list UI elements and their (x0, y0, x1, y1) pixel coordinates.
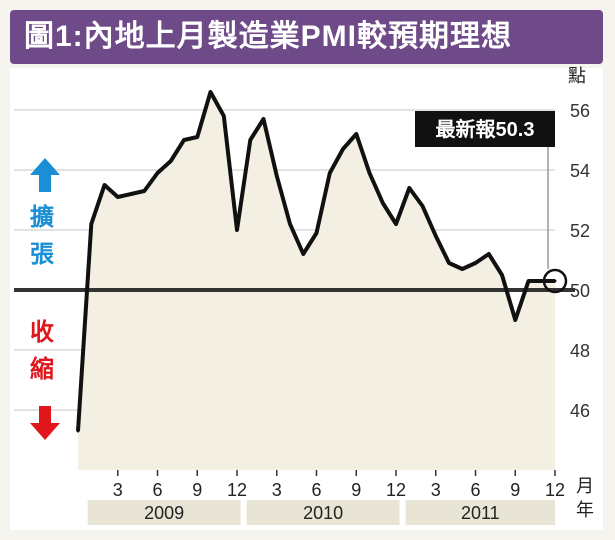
pmi-point-2009-05 (142, 189, 146, 193)
year-label-2010: 2010 (303, 503, 343, 523)
year-band-2010 (246, 500, 400, 525)
contraction-label-char-2: 縮 (30, 355, 54, 383)
pmi-point-2011-12 (553, 279, 557, 283)
latest-callout-text: 最新報50.3 (436, 117, 535, 141)
arrow-down-icon (30, 406, 60, 440)
x-axis-labels: 3 6 9 12 3 6 9 12 3 6 9 12 (113, 470, 565, 500)
pmi-point-2010-10 (368, 171, 371, 175)
latest-callout: 最新報50.3 (415, 111, 555, 147)
pmi-point-2008-12 (76, 429, 80, 433)
pmi-point-2009-07 (169, 159, 173, 163)
pmi-point-2011-01 (407, 186, 411, 190)
pmi-point-2011-10 (527, 279, 530, 283)
pmi-point-2009-01 (89, 222, 93, 226)
x-tick-label-2011-12: 12 (545, 480, 565, 500)
arrow-up-icon (30, 158, 60, 192)
year-label-2011: 2011 (461, 503, 500, 523)
pmi-point-2011-09 (513, 318, 517, 322)
x-tick-label-2010-12: 12 (386, 480, 406, 500)
x-tick-label-2009-06: 6 (152, 480, 162, 500)
pmi-point-2010-03 (275, 174, 279, 178)
expansion-label-char-1: 擴 (30, 203, 54, 231)
pmi-point-2010-02 (262, 117, 265, 121)
x-tick-label-2010-06: 6 (311, 480, 321, 500)
x-tick-label-2009-09: 9 (192, 480, 202, 500)
pmi-point-2009-08 (182, 138, 186, 142)
y-tick-label-56: 56 (570, 101, 590, 121)
chart-title: 圖1:內地上月製造業PMI較預期理想 (10, 10, 603, 64)
pmi-point-2010-12 (394, 222, 398, 226)
pmi-point-2011-07 (487, 252, 491, 256)
x-tick-label-2011-09: 9 (510, 480, 520, 500)
x-tick-label-2009-03: 3 (113, 480, 123, 500)
pmi-point-2011-08 (500, 273, 504, 277)
pmi-point-2010-06 (315, 231, 318, 235)
pmi-point-2010-04 (288, 222, 292, 226)
year-band-2009 (87, 500, 241, 525)
latest-value-marker (542, 268, 568, 294)
x-tick-label-2011-06: 6 (470, 480, 480, 500)
pmi-point-2009-11 (222, 114, 226, 118)
pmi-point-2010-09 (354, 132, 358, 136)
area-fill (78, 92, 555, 470)
y-tick-label-46: 46 (570, 401, 590, 421)
y-tick-label-48: 48 (570, 341, 590, 361)
y-tick-label-54: 54 (570, 161, 590, 181)
y-tick-label-52: 52 (570, 221, 590, 241)
year-band-2011 (405, 500, 555, 525)
pmi-point-2011-05 (460, 267, 464, 271)
pmi-point-2009-03 (116, 195, 120, 199)
pmi-point-2010-01 (248, 138, 252, 142)
x-tick-label-2010-03: 3 (272, 480, 282, 500)
contraction-label-char-1: 收 (30, 319, 54, 346)
x-unit-label-year: 年 (576, 500, 594, 520)
x-tick-label-2010-09: 9 (351, 480, 361, 500)
expansion-label-char-2: 張 (30, 241, 55, 268)
pmi-point-2010-05 (301, 252, 305, 256)
pmi-point-2009-09 (195, 135, 199, 139)
pmi-point-2011-06 (474, 261, 477, 265)
year-label-2009: 2009 (144, 503, 184, 523)
x-tick-label-2011-03: 3 (431, 480, 441, 500)
pmi-point-2011-11 (540, 279, 544, 283)
area-under-line (78, 92, 555, 470)
pmi-point-2011-02 (421, 204, 424, 208)
pmi-point-2009-10 (209, 90, 212, 94)
annotations (542, 147, 568, 294)
pmi-point-2009-12 (235, 228, 239, 232)
pmi-point-2010-11 (381, 201, 385, 205)
pmi-point-2011-04 (447, 261, 451, 265)
pmi-point-2010-07 (328, 171, 332, 175)
year-labels: 2009 2010 2011 (87, 500, 555, 525)
y-tick-label-50: 50 (570, 281, 590, 301)
pmi-point-2011-03 (434, 234, 438, 238)
x-tick-label-2009-12: 12 (227, 480, 247, 500)
pmi-point-2009-02 (103, 183, 106, 187)
pmi-point-2009-04 (129, 192, 133, 196)
y-axis-labels: 46 48 50 52 54 56 (570, 101, 590, 421)
pmi-point-2009-06 (156, 171, 159, 175)
x-unit-label-month: 月 (576, 476, 594, 496)
y-unit-label: 點 (568, 66, 586, 86)
pmi-series (76, 90, 557, 433)
pmi-point-2010-08 (341, 147, 345, 151)
